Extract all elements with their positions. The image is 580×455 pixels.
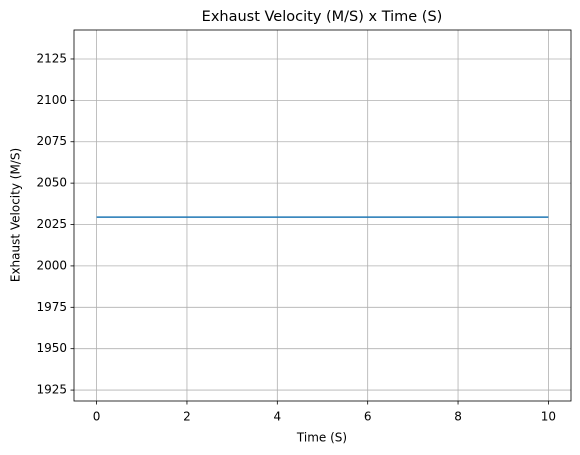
x-tick-label: 2 [183, 410, 191, 424]
y-tick-label: 2025 [36, 217, 67, 231]
y-tick-label: 2100 [36, 93, 67, 107]
y-axis-label: Exhaust Velocity (M/S) [9, 148, 23, 282]
y-tick-label: 2050 [36, 176, 67, 190]
x-tick-label: 4 [273, 410, 281, 424]
x-tick-label: 6 [364, 410, 372, 424]
y-tick-label: 1950 [36, 341, 67, 355]
y-tick-label: 2075 [36, 134, 67, 148]
y-tick-label: 1925 [36, 383, 67, 397]
x-tick-label: 8 [454, 410, 462, 424]
x-tick-label: 10 [541, 410, 556, 424]
y-tick-label: 2000 [36, 258, 67, 272]
y-tick-label: 1975 [36, 300, 67, 314]
chart-title: Exhaust Velocity (M/S) x Time (S) [202, 9, 443, 25]
x-axis-label: Time (S) [296, 431, 347, 445]
plot-frame [73, 29, 572, 402]
x-tick-label: 0 [93, 410, 101, 424]
y-tick-label: 2125 [36, 51, 67, 65]
